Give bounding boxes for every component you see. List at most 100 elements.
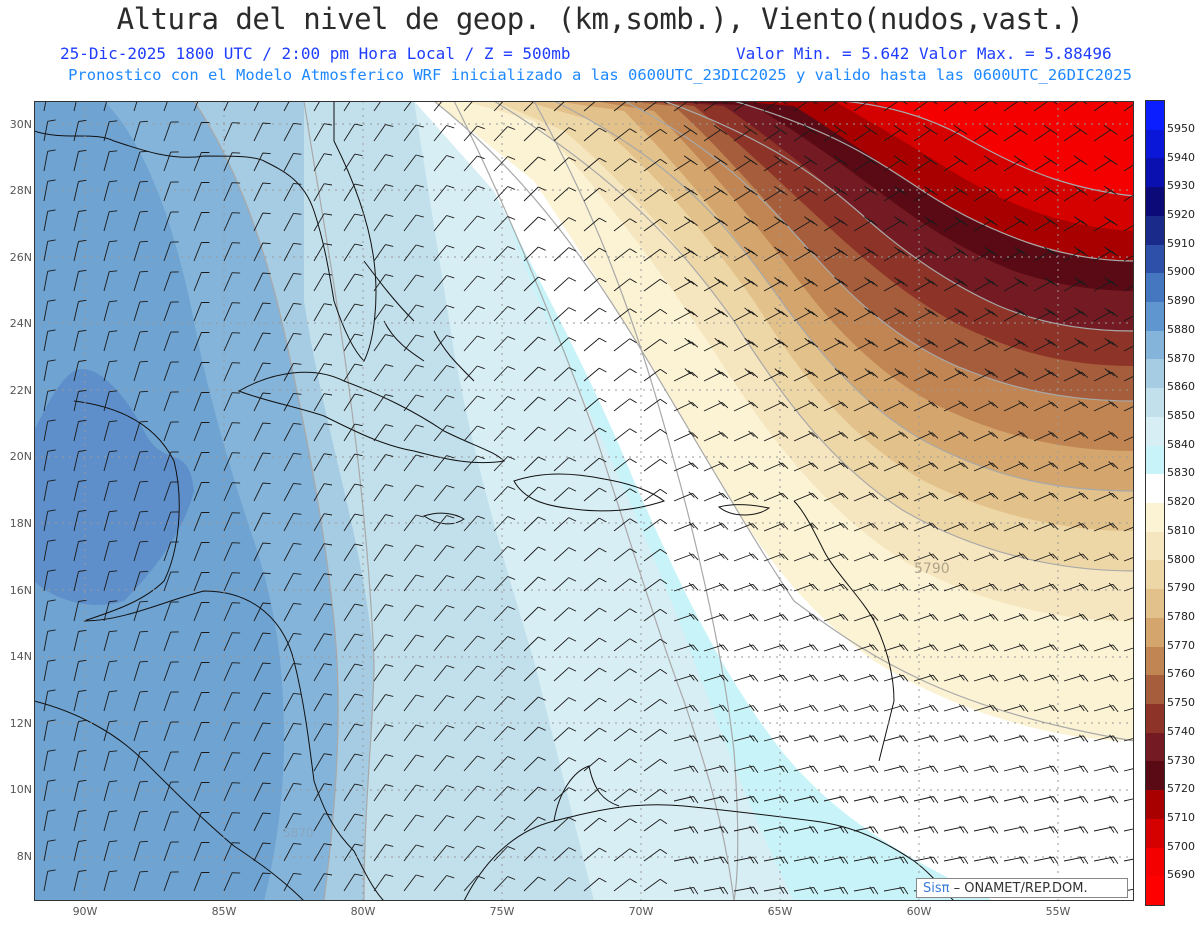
wind-barb <box>643 548 668 562</box>
wind-barb <box>43 479 56 502</box>
wind-barb <box>283 602 302 622</box>
wind-barb <box>1123 155 1134 172</box>
wind-barb <box>163 301 179 322</box>
colorbar-swatch <box>1146 129 1164 159</box>
wind-barb <box>1093 521 1119 532</box>
wind-barb <box>133 210 148 232</box>
wind-barb <box>493 366 516 382</box>
wind-barb <box>853 246 878 262</box>
wind-barb <box>403 844 424 862</box>
wind-barb <box>733 400 759 412</box>
wind-barb <box>1003 277 1028 292</box>
wind-barb <box>193 421 210 442</box>
wind-barb <box>943 400 969 412</box>
wind-barb <box>523 336 546 352</box>
wind-barb <box>733 125 758 142</box>
wind-barb <box>1063 155 1088 172</box>
wind-barb <box>523 366 546 382</box>
wind-barb <box>493 336 516 352</box>
wind-barb <box>1093 491 1119 502</box>
wind-barb <box>1123 254 1134 262</box>
wind-barb <box>253 392 271 412</box>
lon-label: 55W <box>1045 905 1071 918</box>
wind-barb <box>253 242 271 262</box>
wind-barb <box>853 400 879 412</box>
lon-label: 70W <box>628 905 654 918</box>
wind-barb <box>643 128 668 142</box>
wind-barb <box>73 839 87 862</box>
wind-barb <box>583 847 607 862</box>
wind-barb <box>823 155 848 172</box>
colorbar-label: 5720 <box>1167 782 1195 796</box>
wind-barb <box>973 216 998 232</box>
wind-barb <box>493 846 516 862</box>
wind-barb <box>913 246 938 262</box>
wind-barb <box>1093 764 1119 773</box>
wind-barb <box>73 119 87 142</box>
wind-barb <box>1093 216 1118 232</box>
wind-barb <box>403 574 424 592</box>
wind-barb <box>823 856 849 865</box>
wind-barb <box>913 277 938 292</box>
wind-barb <box>163 781 179 802</box>
wind-barb <box>133 630 148 652</box>
wind-barb <box>433 335 455 352</box>
wind-barb <box>613 578 637 592</box>
wind-barb <box>133 330 148 352</box>
wind-barb <box>343 453 363 472</box>
wind-barb <box>133 480 148 502</box>
wind-barb <box>403 454 424 472</box>
wind-barb <box>283 662 302 682</box>
colorbar-swatch <box>1146 388 1164 418</box>
wind-barb <box>103 630 118 652</box>
wind-barb <box>583 877 607 892</box>
wind-barb <box>943 277 968 292</box>
wind-barb <box>433 125 455 142</box>
wind-barb <box>343 101 351 112</box>
wind-barb <box>793 155 818 172</box>
wind-barb <box>613 338 637 352</box>
wind-barb <box>673 643 699 652</box>
wind-barb <box>283 572 302 592</box>
wind-barb <box>553 517 577 532</box>
wind-barb <box>43 389 56 412</box>
wind-barb <box>613 758 637 772</box>
wind-barb <box>133 570 148 592</box>
wind-barb <box>1093 552 1119 562</box>
wind-barb <box>433 695 455 712</box>
wind-barb <box>553 607 577 622</box>
wind-barb <box>463 215 485 232</box>
wind-barb <box>193 571 210 592</box>
wind-barb <box>193 451 210 472</box>
wind-barb <box>343 483 363 502</box>
wind-barb <box>403 484 424 502</box>
colorbar-label: 5710 <box>1167 810 1195 824</box>
wind-barb <box>73 509 87 532</box>
wind-barb <box>823 277 848 292</box>
wind-barb <box>163 601 179 622</box>
wind-barb <box>1093 734 1119 743</box>
wind-barb <box>703 368 729 382</box>
wind-barb <box>253 512 271 532</box>
wind-barb <box>1033 430 1059 442</box>
wind-barb <box>583 457 607 472</box>
wind-barb <box>403 754 424 772</box>
wind-barb <box>1033 461 1059 472</box>
wind-barb <box>1063 277 1088 292</box>
wind-barb <box>163 511 179 532</box>
wind-barb <box>613 608 637 622</box>
wind-barb <box>1063 582 1089 592</box>
wind-barb <box>643 758 668 772</box>
wind-barb <box>253 782 271 802</box>
wind-barb <box>163 751 179 772</box>
wind-barb <box>703 886 729 895</box>
wind-barb <box>613 188 637 202</box>
wind-barb <box>373 604 394 622</box>
wind-barb <box>703 704 729 713</box>
wind-barb <box>583 487 607 502</box>
wind-barb <box>913 216 938 232</box>
wind-barb <box>823 552 849 562</box>
wind-barb <box>643 338 668 352</box>
wind-barb <box>1063 552 1089 562</box>
wind-barb <box>403 694 424 712</box>
